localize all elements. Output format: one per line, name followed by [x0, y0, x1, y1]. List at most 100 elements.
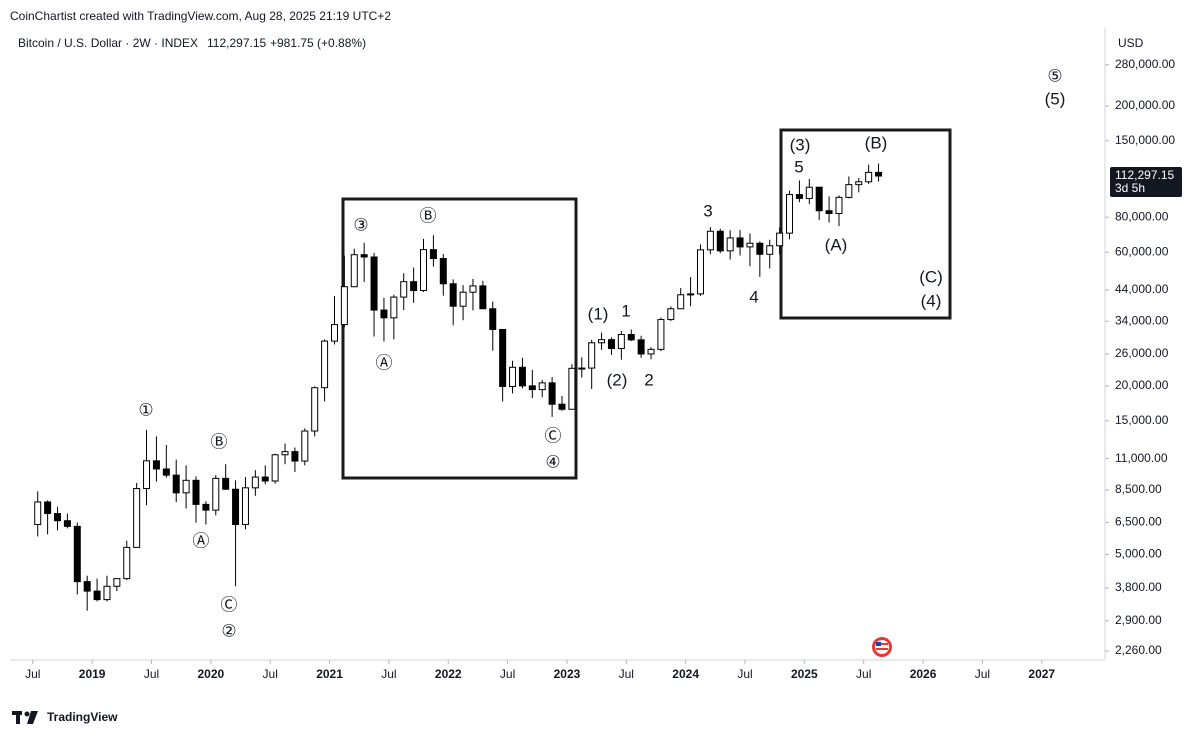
x-tick-label: Jul	[25, 667, 40, 681]
wave-label: (2)	[607, 370, 628, 389]
candle-body	[677, 294, 685, 310]
wave-box	[779, 128, 952, 320]
wave-label: ①	[138, 400, 153, 419]
candle-body	[845, 184, 853, 198]
price: 112,297.15	[207, 36, 266, 50]
candle-body	[607, 339, 615, 349]
wave-label: ②	[221, 621, 236, 640]
candle-body	[182, 479, 190, 494]
candle-body	[627, 334, 635, 341]
y-tick-label: 11,000.00	[1115, 451, 1168, 465]
candle-body	[251, 476, 259, 489]
wave-label: (5)	[1045, 89, 1066, 108]
x-tick-label: 2019	[79, 667, 106, 681]
candle-body	[439, 257, 447, 285]
candle-body	[469, 285, 477, 293]
candle-body	[459, 291, 467, 307]
x-tick-label: 2024	[672, 667, 699, 681]
y-tick-label: 3,800.00	[1115, 580, 1162, 594]
y-tick-label: 80,000.00	[1115, 209, 1169, 223]
change: +981.75 (+0.88%)	[270, 36, 366, 50]
flag-icon	[872, 637, 892, 657]
y-tick-label: 26,000.00	[1115, 346, 1169, 360]
candle-body	[271, 454, 279, 482]
candle-body	[449, 283, 457, 307]
x-tick-label: 2027	[1028, 667, 1055, 681]
wave-label: Ⓑ	[211, 432, 228, 451]
candle-body	[835, 196, 843, 215]
x-tick-label: 2025	[791, 667, 818, 681]
price-tag	[1110, 167, 1182, 198]
candle-body	[647, 348, 655, 355]
x-tick-label: Jul	[144, 667, 159, 681]
candle-body	[617, 334, 625, 349]
candle-body	[93, 590, 101, 601]
candle-body	[588, 342, 596, 369]
wave-label: 3	[703, 201, 712, 220]
candle-body	[172, 474, 180, 494]
wave-label: Ⓒ	[221, 595, 238, 614]
wave-label: (A)	[825, 235, 848, 254]
candle-body	[113, 578, 121, 587]
candle-body	[776, 232, 784, 247]
y-tick-label: 2,900.00	[1115, 613, 1162, 627]
candle-body	[380, 309, 388, 319]
wave-label: Ⓒ	[545, 426, 562, 445]
logo-icon	[12, 711, 38, 724]
candle-body	[538, 382, 546, 391]
candle-body	[687, 293, 695, 296]
wave-label: (3)	[790, 135, 811, 154]
candle-body	[429, 249, 437, 259]
candle-body	[350, 254, 358, 288]
candle-body	[162, 468, 170, 476]
wave-label: Ⓑ	[420, 206, 437, 225]
wave-label: (4)	[921, 291, 942, 310]
y-tick-label: 280,000.00	[1115, 57, 1175, 71]
candle-body	[152, 460, 160, 470]
candle-body	[795, 194, 803, 199]
candle-body	[143, 460, 151, 490]
x-tick-label: 2023	[554, 667, 581, 681]
candle-body	[321, 340, 329, 389]
candle-body	[123, 546, 131, 580]
candle-body	[479, 285, 487, 310]
wave-label: 1	[621, 301, 630, 320]
y-tick-label: 200,000.00	[1115, 98, 1175, 112]
wave-label: 2	[644, 370, 653, 389]
x-tick-label: Jul	[500, 667, 515, 681]
candle-body	[706, 230, 714, 251]
y-tick-label: 34,000.00	[1115, 314, 1169, 328]
candle-body	[825, 210, 833, 215]
candle-body	[241, 487, 249, 525]
candle-body	[330, 324, 338, 342]
y-tick-label: 15,000.00	[1115, 413, 1169, 427]
wave-box	[341, 197, 578, 480]
candle-body	[716, 230, 724, 252]
candle-body	[518, 366, 526, 387]
candle-body	[865, 171, 873, 183]
candle-body	[657, 319, 665, 350]
candle-body	[528, 385, 536, 391]
candle-body	[410, 281, 418, 292]
candle-body	[261, 476, 269, 482]
x-tick-label: 2020	[197, 667, 224, 681]
candle-body	[726, 237, 734, 252]
candle-body	[360, 254, 368, 258]
candle-body	[815, 186, 823, 212]
candle-body	[63, 520, 71, 527]
candle-body	[766, 245, 774, 255]
axis-unit: USD	[1118, 36, 1144, 50]
candle-body	[499, 328, 507, 387]
candle-body	[340, 286, 348, 326]
candle-body	[202, 503, 210, 511]
candle-body	[291, 451, 299, 462]
x-tick-label: Jul	[619, 667, 634, 681]
candle-body	[637, 339, 645, 355]
x-tick-label: 2021	[316, 667, 343, 681]
y-tick-label: 150,000.00	[1115, 133, 1175, 147]
y-tick-label: 44,000.00	[1115, 282, 1169, 296]
y-tick-label: 20,000.00	[1115, 378, 1169, 392]
candle-body	[212, 477, 220, 511]
candle-body	[786, 194, 794, 234]
